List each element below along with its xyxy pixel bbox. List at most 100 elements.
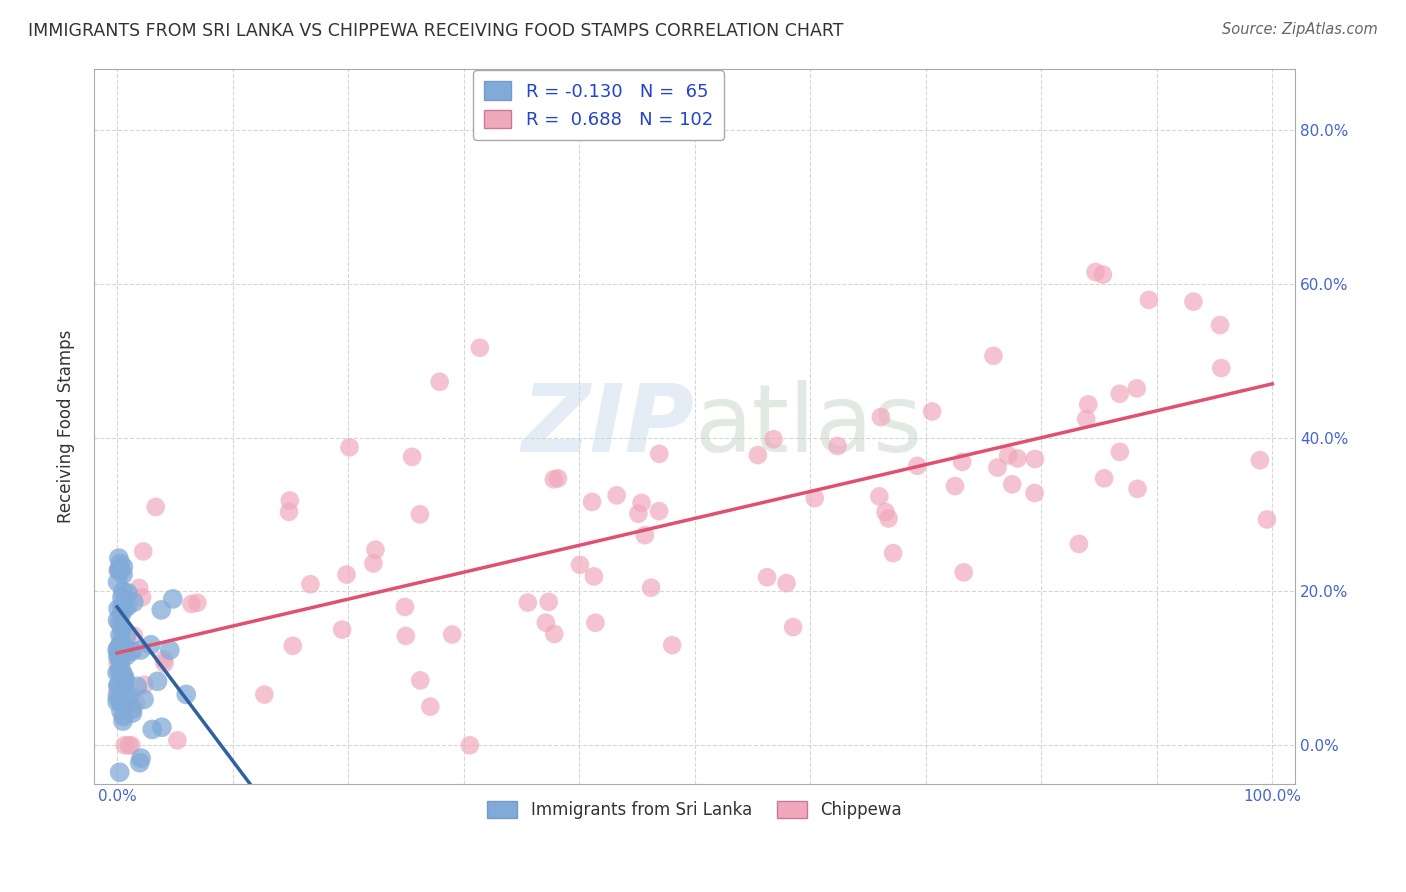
Point [905,458,928,473]
Point [634,528,657,542]
Point [581,495,603,509]
Point [125,696,148,710]
Point [648,447,671,461]
Point [110,704,132,718]
Point [1108,386,1130,401]
Point [108,628,131,642]
Point [943,479,966,493]
Point [180,597,202,611]
Point [1126,381,1149,395]
Point [419,699,441,714]
Point [146,674,169,689]
Point [1092,471,1115,485]
Point [110,656,132,670]
Point [1211,361,1233,376]
Point [108,616,131,631]
Point [640,581,662,595]
Point [107,602,129,616]
Point [111,714,134,728]
Point [150,720,173,734]
Point [409,673,432,688]
Point [128,581,150,595]
Point [108,665,131,679]
Point [105,685,128,699]
Point [253,688,276,702]
Point [606,488,628,502]
Point [1084,265,1107,279]
Point [111,606,134,620]
Point [115,629,138,643]
Point [534,615,557,630]
Point [110,627,132,641]
Point [122,629,145,643]
Point [882,546,904,560]
Point [429,375,451,389]
Point [120,739,142,753]
Point [1209,318,1232,332]
Text: Source: ZipAtlas.com: Source: ZipAtlas.com [1222,22,1378,37]
Point [107,575,129,590]
Point [1067,537,1090,551]
Point [299,577,322,591]
Point [582,569,605,583]
Point [458,739,481,753]
Point [121,644,143,658]
Point [107,679,129,693]
Point [110,690,132,705]
Point [803,491,825,505]
Point [105,695,128,709]
Point [877,511,900,525]
Point [153,652,176,666]
Point [107,656,129,670]
Point [129,643,152,657]
Point [108,638,131,652]
Point [112,567,135,582]
Point [997,449,1019,463]
Point [537,595,560,609]
Point [870,410,893,425]
Point [111,584,134,599]
Point [394,599,416,614]
Point [108,562,131,576]
Point [782,620,804,634]
Point [516,596,538,610]
Point [110,636,132,650]
Point [868,489,890,503]
Point [132,544,155,558]
Point [627,507,650,521]
Point [281,639,304,653]
Point [1076,412,1098,426]
Point [747,448,769,462]
Point [145,500,167,514]
Point [118,739,141,753]
Point [112,709,135,723]
Point [1137,293,1160,307]
Point [1024,452,1046,467]
Point [108,765,131,780]
Point [111,671,134,685]
Point [543,472,565,486]
Point [827,439,849,453]
Point [134,678,156,692]
Point [105,643,128,657]
Point [1091,268,1114,282]
Point [131,591,153,605]
Point [139,638,162,652]
Point [762,432,785,446]
Point [1024,486,1046,500]
Point [1007,451,1029,466]
Point [1001,477,1024,491]
Point [114,670,136,684]
Point [141,723,163,737]
Point [105,690,128,704]
Point [401,450,423,464]
Point [983,349,1005,363]
Point [278,493,301,508]
Point [875,505,897,519]
Point [112,601,135,615]
Point [1108,445,1130,459]
Point [117,586,139,600]
Point [110,557,132,571]
Point [630,496,652,510]
Point [568,558,591,572]
